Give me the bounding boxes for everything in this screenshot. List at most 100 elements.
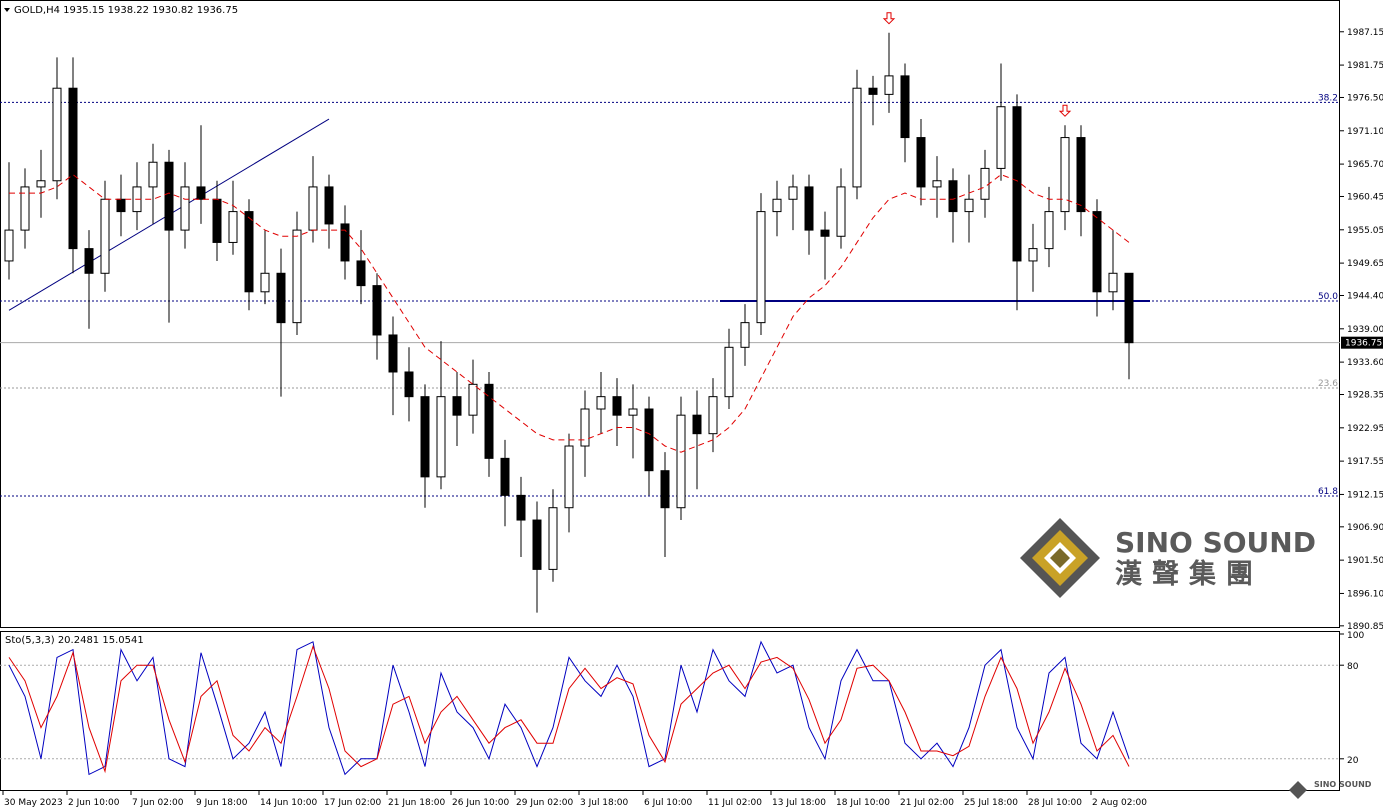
candle-body: [292, 229, 302, 324]
candle-body: [580, 408, 590, 447]
y-tick-label: 20: [1347, 756, 1359, 766]
candle-body: [676, 414, 686, 509]
fib-label: 23.6: [1318, 379, 1338, 389]
y-tick-label: 80: [1347, 662, 1359, 672]
candle-body: [964, 198, 974, 213]
x-tick-label: 9 Jun 18:00: [196, 798, 248, 808]
candle-body: [916, 137, 926, 188]
candle-body: [788, 186, 798, 200]
main-frame: [0, 0, 1340, 628]
candle-body: [692, 414, 702, 435]
y-tick-label: 1906.90: [1347, 523, 1383, 533]
indicator-frame: [0, 631, 1340, 791]
x-tick-label: 2 Aug 02:00: [1092, 798, 1147, 808]
candle-body: [628, 408, 638, 416]
candle-body: [420, 396, 430, 478]
candle-body: [804, 186, 814, 231]
y-tick-label: 1944.40: [1347, 291, 1383, 301]
y-tick-label: 100: [1347, 631, 1364, 641]
candle-body: [532, 519, 542, 570]
title-arrow: [4, 8, 10, 12]
y-tick-label: 1922.95: [1347, 424, 1383, 434]
candle-body: [932, 180, 942, 188]
stochastic-line: [8, 644, 1130, 774]
x-tick-label: 21 Jul 02:00: [900, 798, 954, 808]
candle-body: [100, 198, 110, 274]
candle-body: [996, 106, 1006, 169]
x-tick-label: 17 Jun 02:00: [324, 798, 381, 808]
fractal-arrow: [882, 12, 896, 25]
candle-body: [180, 186, 190, 231]
chart-title: GOLD,H4 1935.15 1938.22 1930.82 1936.75: [14, 5, 238, 16]
candle-body: [404, 371, 414, 398]
candle-body: [372, 285, 382, 336]
x-tick-label: 18 Jul 10:00: [836, 798, 890, 808]
candle-body: [484, 383, 494, 459]
y-tick-label: 1960.45: [1347, 192, 1383, 202]
candle-body: [852, 87, 862, 188]
candle-body: [900, 75, 910, 139]
candle-body: [500, 457, 510, 496]
candle-body: [756, 211, 766, 324]
candle-body: [548, 507, 558, 570]
y-tick-label: 1987.15: [1347, 28, 1383, 38]
candle-body: [52, 87, 62, 182]
stochastic-line: [8, 640, 1130, 776]
candle-body: [116, 198, 126, 213]
candle-body: [1012, 106, 1022, 262]
y-tick-label: 1890.85: [1347, 622, 1383, 632]
candle-body: [68, 87, 78, 250]
candle-body: [164, 161, 174, 231]
y-tick-label: 1917.55: [1347, 457, 1383, 467]
x-tick-label: 28 Jul 10:00: [1028, 798, 1082, 808]
candle-body: [260, 272, 270, 293]
candle-body: [1044, 211, 1054, 250]
candle-body: [948, 180, 958, 213]
candle-body: [612, 396, 622, 416]
candle-body: [148, 161, 158, 188]
fib-label: 50.0: [1318, 292, 1338, 302]
candle-body: [388, 334, 398, 373]
candle-body: [468, 383, 478, 416]
y-tick-label: 1901.50: [1347, 556, 1383, 566]
candle-body: [308, 186, 318, 231]
y-tick-label: 1949.65: [1347, 259, 1383, 269]
candle-body: [356, 260, 366, 287]
candle-body: [1060, 137, 1070, 213]
candle-body: [244, 211, 254, 293]
indicator-title: Sto(5,3,3) 20.2481 15.0541: [5, 635, 144, 646]
x-tick-label: 29 Jun 02:00: [516, 798, 573, 808]
y-tick-label: 1965.70: [1347, 160, 1383, 170]
x-tick-label: 2 Jun 10:00: [68, 798, 120, 808]
candle-body: [564, 445, 574, 509]
candle-body: [20, 186, 30, 231]
moving-average: [9, 173, 1130, 453]
y-tick-label: 1971.10: [1347, 127, 1383, 137]
y-tick-label: 1928.35: [1347, 391, 1383, 401]
y-tick-label: 1976.50: [1347, 93, 1383, 103]
candle-body: [836, 186, 846, 237]
fib-label: 61.8: [1318, 487, 1338, 497]
candle-body: [452, 396, 462, 416]
y-tick-label: 1896.10: [1347, 589, 1383, 599]
candle-body: [1108, 272, 1118, 293]
candle-body: [1028, 248, 1038, 262]
x-tick-label: 14 Jun 10:00: [260, 798, 317, 808]
x-tick-label: 13 Jul 18:00: [772, 798, 826, 808]
candle-body: [228, 211, 238, 243]
candle-body: [740, 322, 750, 348]
candle-body: [596, 396, 606, 410]
candle-body: [772, 198, 782, 213]
candle-body: [340, 223, 350, 262]
x-tick-label: 26 Jun 10:00: [452, 798, 509, 808]
x-tick-label: 11 Jul 02:00: [708, 798, 762, 808]
footer-logo: SINO SOUND: [1314, 780, 1372, 789]
candle-body: [644, 408, 654, 472]
y-tick-label: 1981.75: [1347, 61, 1383, 71]
candle-body: [4, 229, 14, 262]
y-tick-label: 1933.60: [1347, 358, 1383, 368]
candle-body: [1092, 211, 1102, 293]
candle-body: [36, 180, 46, 188]
candle-body: [84, 248, 94, 274]
